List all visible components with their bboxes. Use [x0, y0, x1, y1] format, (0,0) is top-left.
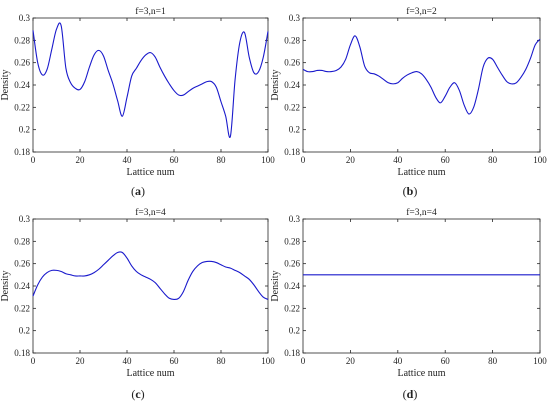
x-axis-label: Lattice num	[397, 167, 445, 178]
chart-title: f=3,n=4	[406, 207, 437, 218]
caption-letter: c	[135, 387, 141, 401]
x-tick-label: 100	[261, 155, 275, 165]
caption-paren-close: )	[413, 184, 417, 198]
chart-panel-3: 0 20 40 60 80 100 0.18 0.2 0.22 0.24 0.26 0.28 0.3 f=…	[0, 207, 275, 401]
y-tick-label: 0.3	[19, 13, 31, 23]
chart-panel-4: 0 20 40 60 80 100 0.18 0.2 0.22 0.24 0.26 0.28 0.3 f=…	[270, 207, 547, 401]
x-tick-label: 0	[301, 356, 306, 366]
caption-paren-close: )	[413, 387, 417, 401]
x-tick-label: 40	[393, 155, 403, 165]
y-tick-label: 0.18	[284, 348, 300, 358]
caption-paren-open: (	[403, 184, 407, 198]
y-tick-label: 0.18	[14, 147, 30, 157]
y-tick-label: 0.3	[19, 214, 31, 224]
y-tick-label: 0.24	[14, 281, 30, 291]
chart-panel-1: 0 20 40 60 80 100 0.18 0.2 0.22 0.24 0.26 0.28 0.3 f=…	[0, 6, 275, 198]
panel-caption: (a)	[131, 184, 145, 198]
y-tick-label: 0.24	[284, 80, 300, 90]
x-tick-label: 60	[170, 356, 180, 366]
y-tick-label: 0.22	[14, 102, 30, 112]
x-axis-label: Lattice num	[126, 368, 174, 379]
plot-frame	[302, 218, 541, 354]
x-tick-label: 0	[301, 155, 306, 165]
x-tick-label: 40	[123, 356, 133, 366]
chart-title: f=3,n=4	[135, 207, 166, 218]
y-tick-label: 0.22	[284, 303, 300, 313]
y-axis-label: Density	[0, 69, 11, 100]
x-tick-label: 60	[441, 356, 451, 366]
plot-frame	[302, 17, 541, 153]
x-tick-label: 100	[533, 356, 547, 366]
x-tick-label: 0	[31, 356, 36, 366]
caption-paren-open: (	[131, 184, 135, 198]
y-tick-label: 0.18	[14, 348, 30, 358]
y-tick-label: 0.28	[284, 236, 300, 246]
y-tick-label: 0.18	[284, 147, 300, 157]
panel-caption: (c)	[131, 387, 144, 401]
y-tick-label: 0.3	[289, 214, 301, 224]
caption-paren-open: (	[131, 387, 135, 401]
x-axis-label: Lattice num	[126, 167, 174, 178]
x-tick-label: 80	[488, 155, 498, 165]
y-axis-label: Density	[270, 270, 281, 301]
y-tick-label: 0.26	[14, 58, 30, 68]
y-tick-label: 0.28	[284, 35, 300, 45]
y-tick-label: 0.2	[289, 125, 300, 135]
y-tick-label: 0.26	[284, 259, 300, 269]
y-tick-label: 0.24	[284, 281, 300, 291]
y-tick-label: 0.2	[19, 326, 30, 336]
series-line-1	[302, 35, 541, 115]
panel-caption: (d)	[403, 387, 418, 401]
series-line-1	[32, 22, 269, 139]
plot-frame	[32, 17, 269, 153]
plot-frame	[32, 218, 269, 354]
x-tick-label: 80	[217, 356, 227, 366]
caption-paren-close: )	[141, 387, 145, 401]
x-tick-label: 60	[170, 155, 180, 165]
y-tick-label: 0.3	[289, 13, 301, 23]
y-tick-label: 0.26	[14, 259, 30, 269]
x-tick-label: 100	[533, 155, 547, 165]
x-tick-label: 20	[76, 356, 86, 366]
y-tick-label: 0.24	[14, 80, 30, 90]
chart-panel-2: 0 20 40 60 80 100 0.18 0.2 0.22 0.24 0.26 0.28 0.3 f=…	[270, 6, 547, 198]
caption-letter: d	[407, 387, 414, 401]
x-tick-label: 100	[261, 356, 275, 366]
caption-letter: a	[135, 184, 141, 198]
series-line-1	[32, 251, 269, 300]
y-tick-label: 0.2	[19, 125, 30, 135]
chart-title: f=3,n=1	[135, 6, 166, 17]
caption-paren-close: )	[141, 184, 145, 198]
x-axis-label: Lattice num	[397, 368, 445, 379]
caption-paren-open: (	[403, 387, 407, 401]
x-tick-label: 40	[123, 155, 133, 165]
x-tick-label: 20	[346, 155, 356, 165]
x-tick-label: 80	[217, 155, 227, 165]
x-tick-label: 40	[393, 356, 403, 366]
panel-caption: (b)	[403, 184, 418, 198]
x-tick-label: 20	[76, 155, 86, 165]
y-axis-label: Density	[0, 270, 11, 301]
chart-title: f=3,n=2	[406, 6, 437, 17]
y-tick-label: 0.2	[289, 326, 300, 336]
y-tick-label: 0.22	[284, 102, 300, 112]
y-tick-label: 0.28	[14, 236, 30, 246]
y-tick-label: 0.26	[284, 58, 300, 68]
y-tick-label: 0.22	[14, 303, 30, 313]
x-tick-label: 0	[31, 155, 36, 165]
x-tick-label: 20	[346, 356, 356, 366]
caption-letter: b	[407, 184, 414, 198]
y-tick-label: 0.28	[14, 35, 30, 45]
x-tick-label: 60	[441, 155, 451, 165]
x-tick-label: 80	[488, 356, 498, 366]
y-axis-label: Density	[270, 69, 281, 100]
